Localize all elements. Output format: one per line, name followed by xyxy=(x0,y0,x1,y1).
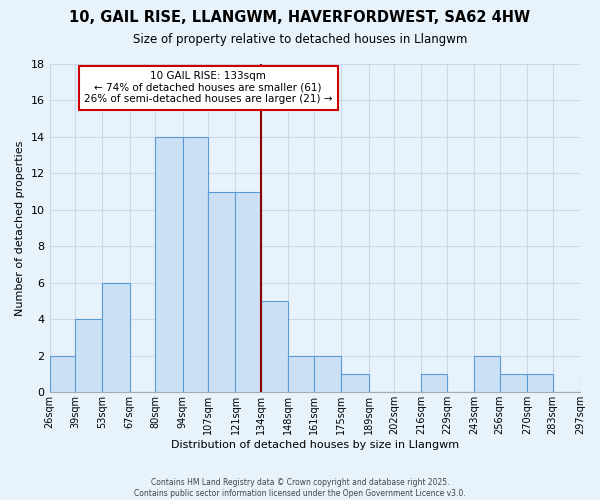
Bar xyxy=(474,356,500,393)
Bar xyxy=(155,137,182,392)
Y-axis label: Number of detached properties: Number of detached properties xyxy=(15,140,25,316)
Bar xyxy=(50,356,75,393)
Bar xyxy=(235,192,261,392)
X-axis label: Distribution of detached houses by size in Llangwm: Distribution of detached houses by size … xyxy=(171,440,459,450)
Bar xyxy=(182,137,208,392)
Bar xyxy=(75,320,103,392)
Bar xyxy=(289,356,314,393)
Bar xyxy=(314,356,341,393)
Bar xyxy=(500,374,527,392)
Text: 10 GAIL RISE: 133sqm
← 74% of detached houses are smaller (61)
26% of semi-detac: 10 GAIL RISE: 133sqm ← 74% of detached h… xyxy=(84,72,332,104)
Bar xyxy=(580,374,600,392)
Bar xyxy=(341,374,368,392)
Text: 10, GAIL RISE, LLANGWM, HAVERFORDWEST, SA62 4HW: 10, GAIL RISE, LLANGWM, HAVERFORDWEST, S… xyxy=(70,10,530,25)
Bar xyxy=(527,374,553,392)
Text: Size of property relative to detached houses in Llangwm: Size of property relative to detached ho… xyxy=(133,32,467,46)
Bar xyxy=(261,301,289,392)
Text: Contains HM Land Registry data © Crown copyright and database right 2025.
Contai: Contains HM Land Registry data © Crown c… xyxy=(134,478,466,498)
Bar xyxy=(103,283,130,393)
Bar xyxy=(421,374,447,392)
Bar xyxy=(208,192,235,392)
